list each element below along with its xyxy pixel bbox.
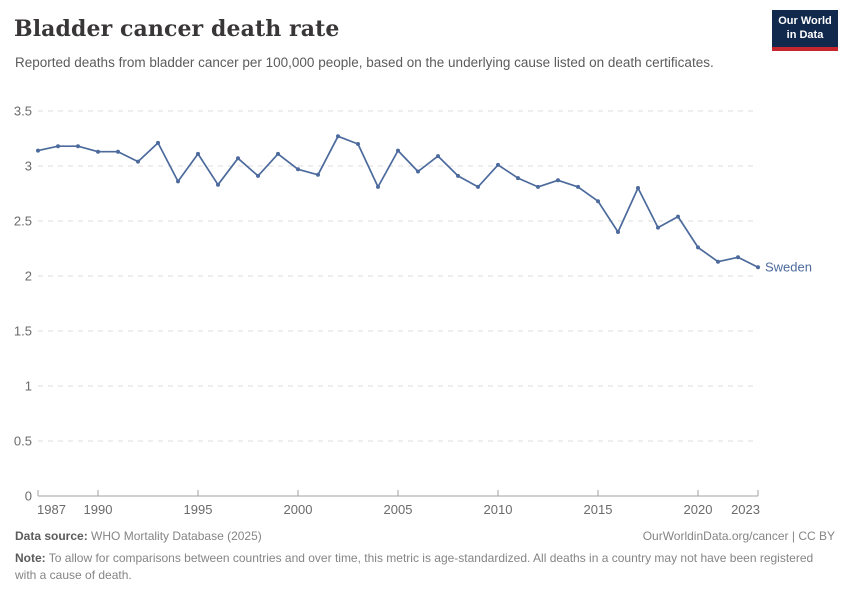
data-point [536,184,540,189]
note-text: To allow for comparisons between countri… [15,551,814,582]
data-point [36,148,40,153]
data-point [296,167,300,172]
data-point [336,134,340,139]
data-source-label: Data source: [15,529,88,543]
x-axis-tick-label: 1987 [37,502,66,517]
data-point [276,151,280,156]
y-axis-tick-label: 2.5 [14,214,32,229]
data-point [56,144,60,149]
data-point [216,182,220,187]
data-point [516,176,520,181]
owid-logo-line1: Our World [778,15,832,27]
data-point [756,265,760,270]
data-point [456,173,460,178]
y-axis-tick-label: 3 [25,159,32,174]
data-source-value: WHO Mortality Database (2025) [87,529,262,543]
y-axis-tick-label: 0 [25,489,32,504]
data-point [636,186,640,190]
data-point [576,184,580,189]
data-point [396,148,400,153]
data-point [596,199,600,204]
data-point [616,230,620,234]
chart-footer: Data source: WHO Mortality Database (202… [15,529,835,584]
data-point [736,255,740,260]
note-label: Note: [15,551,46,565]
data-point [136,159,140,164]
owid-logo-accent-bar [772,46,838,51]
x-axis-tick-label: 2015 [584,502,613,517]
data-point [196,151,200,156]
data-point [156,140,160,145]
data-point [316,172,320,177]
page-subtitle: Reported deaths from bladder cancer per … [15,55,714,70]
data-point [76,144,80,149]
citation-link[interactable]: OurWorldinData.org/cancer | CC BY [642,529,835,543]
y-axis-tick-label: 0.5 [14,434,32,449]
owid-logo-text: Our World in Data [772,10,838,47]
x-axis-tick-label: 1990 [84,502,113,517]
y-axis-tick-label: 1 [25,379,32,394]
data-point [476,184,480,189]
data-point [176,179,180,184]
series-label-sweden[interactable]: Sweden [765,260,812,275]
owid-logo-line2: in Data [786,28,824,41]
x-axis-tick-label: 2023 [731,502,760,517]
data-point [436,154,440,159]
data-point [256,173,260,178]
y-axis-tick-label: 2 [25,269,32,284]
owid-logo[interactable]: Our World in Data [772,10,838,51]
data-point [696,245,700,250]
data-point [356,142,360,146]
x-axis-tick-label: 2020 [684,502,713,517]
data-point [656,225,660,230]
page-title: Bladder cancer death rate [14,16,340,42]
plot-area[interactable] [38,99,758,496]
data-point [556,178,560,183]
data-point [96,149,100,154]
x-axis-tick-label: 1995 [184,502,213,517]
x-axis-tick-label: 2010 [484,502,513,517]
data-source: Data source: WHO Mortality Database (202… [15,529,262,543]
data-point [236,156,240,161]
data-point [376,184,380,189]
chart-note: Note: To allow for comparisons between c… [15,550,835,584]
data-point [116,149,120,154]
y-axis-tick-label: 3.5 [14,104,32,119]
x-axis-tick-label: 2000 [284,502,313,517]
data-point [716,259,720,264]
x-axis-tick-label: 2005 [384,502,413,517]
data-point [496,162,500,167]
data-point [416,169,420,174]
y-axis-tick-label: 1.5 [14,324,32,339]
data-point [676,214,680,219]
